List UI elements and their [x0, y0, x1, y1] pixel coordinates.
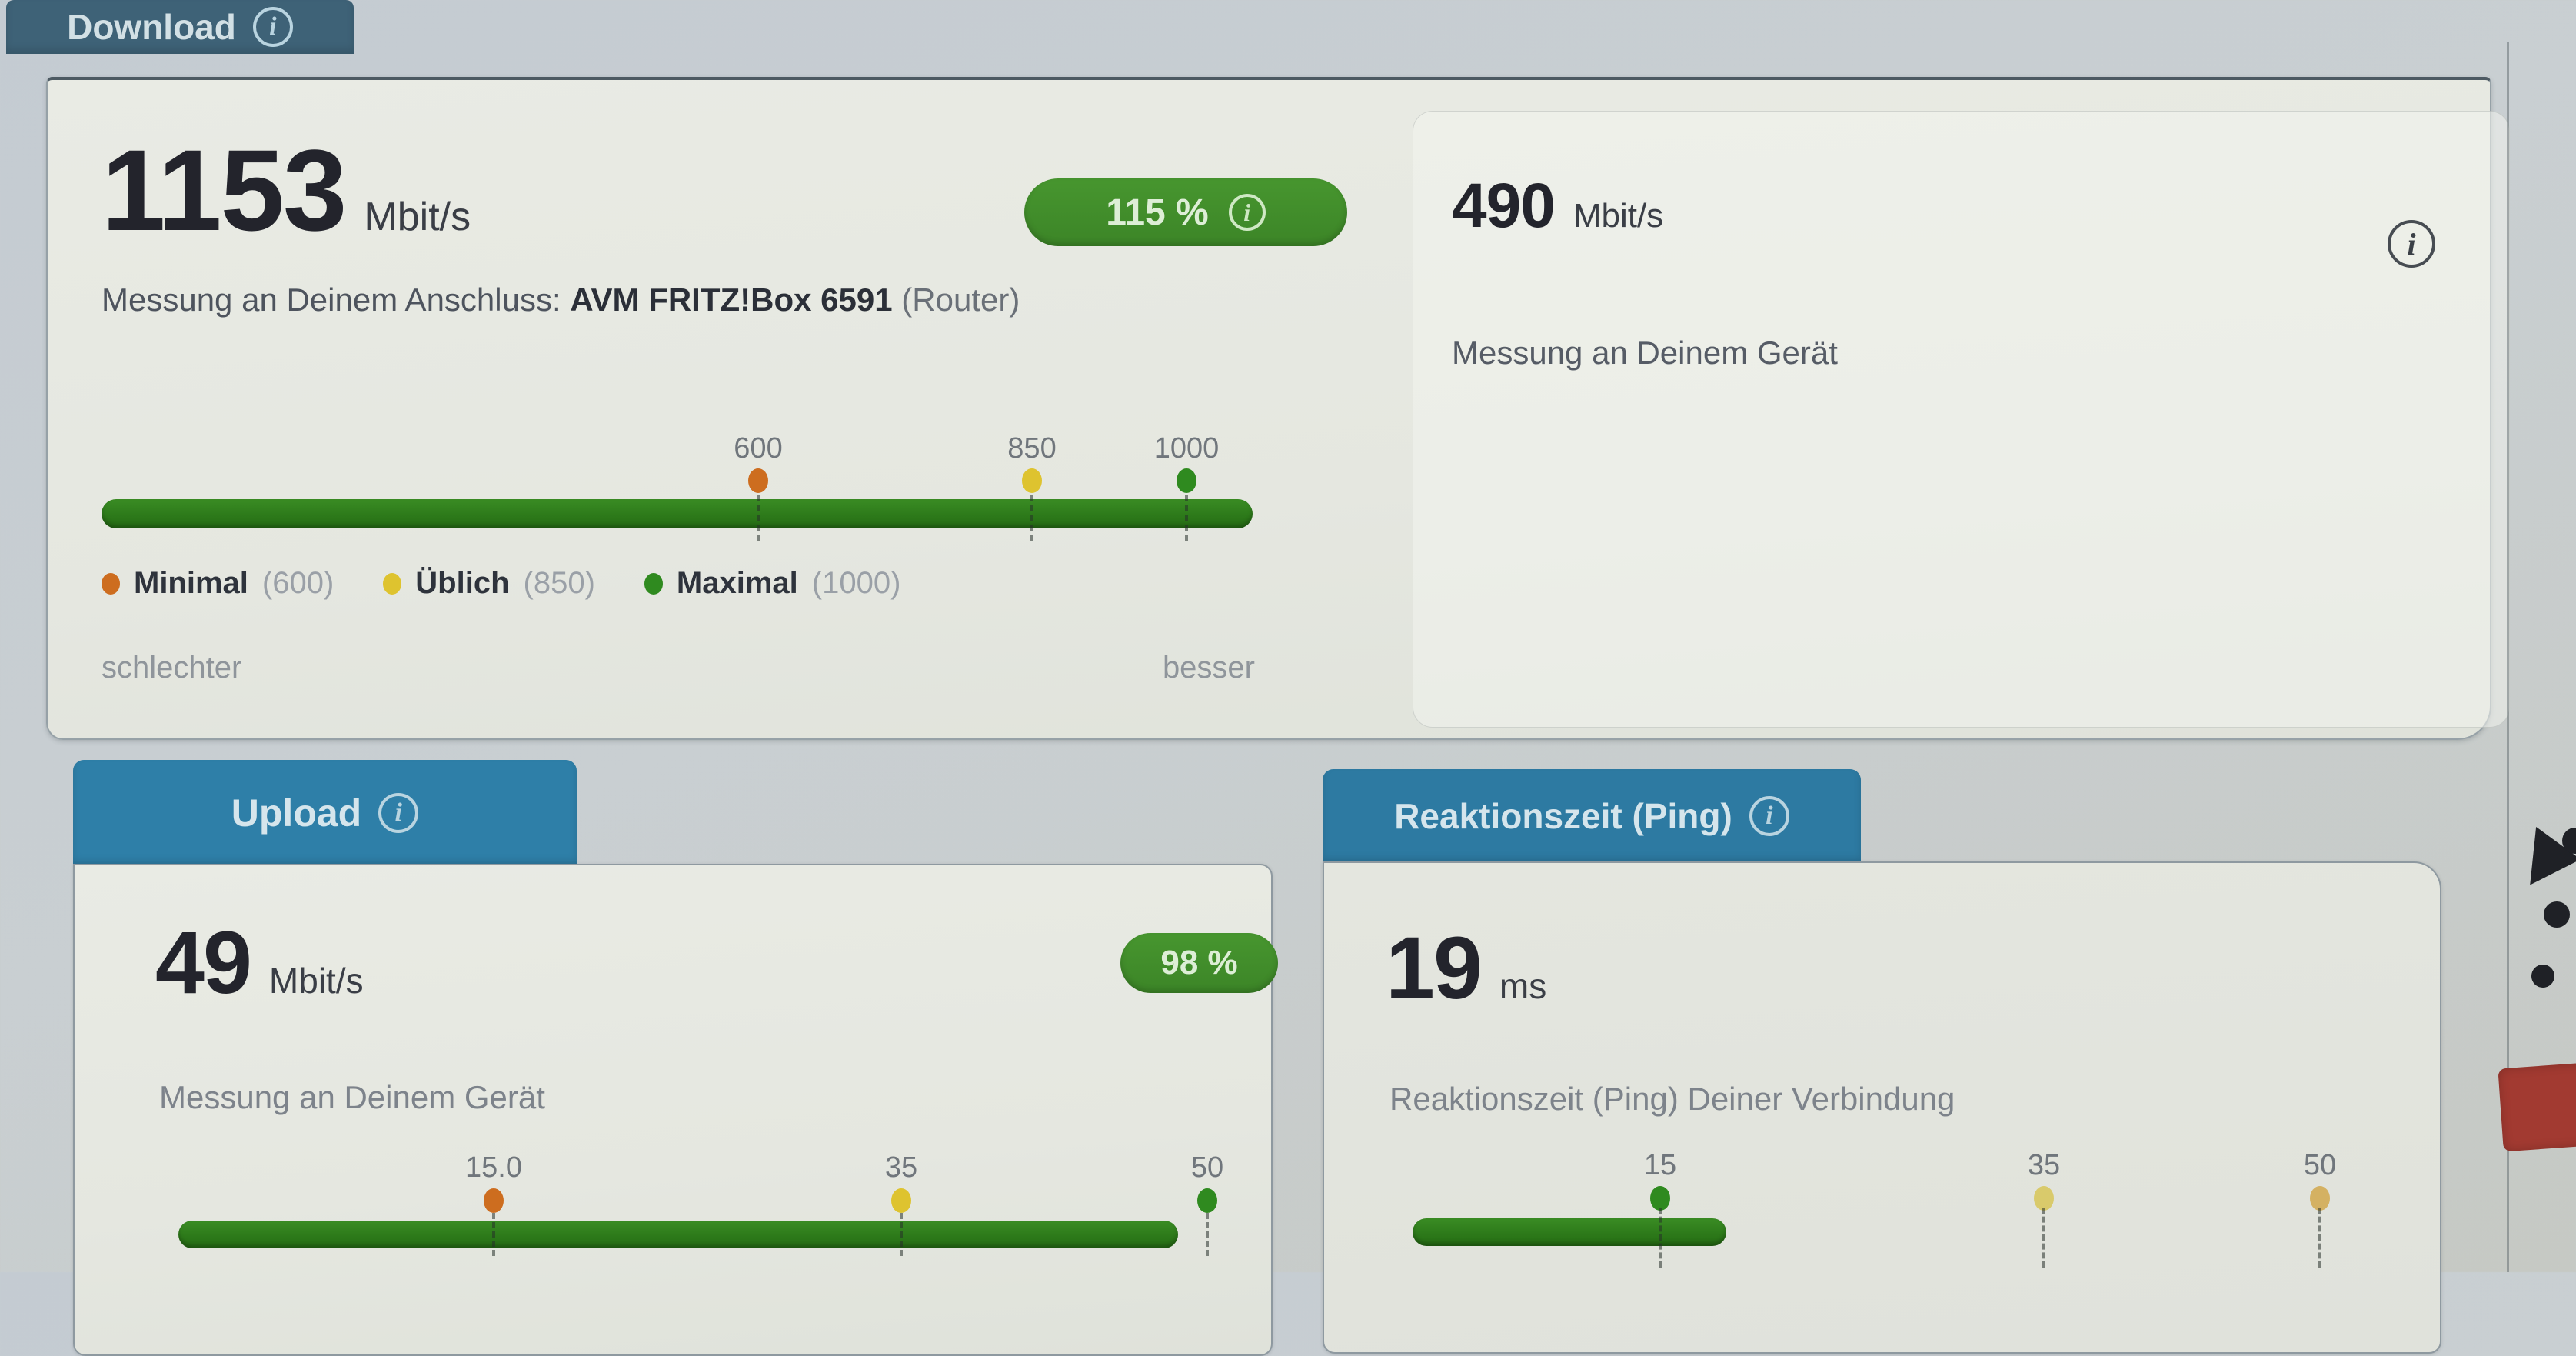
tab-ping[interactable]: Reaktionszeit (Ping) i: [1323, 769, 1861, 863]
window-edge-divider: [2507, 42, 2509, 1272]
dot-decoration: [2544, 901, 2570, 928]
gauge-tick-label: 35: [2027, 1149, 2061, 1181]
tab-upload[interactable]: Upload i: [73, 760, 577, 865]
gauge-tick-label: 15.0: [465, 1151, 522, 1184]
download-value: 1153: [102, 125, 347, 255]
tab-upload-label: Upload: [231, 791, 362, 835]
upload-unit: Mbit/s: [268, 961, 364, 1001]
gauge-marker-dot-maximal: [1177, 468, 1196, 493]
info-icon[interactable]: i: [1749, 796, 1789, 836]
gauge-tick: [2042, 1208, 2045, 1268]
upload-percent-value: 98 %: [1160, 944, 1238, 981]
gauge-tick-label: 50: [1190, 1151, 1224, 1184]
upload-subtitle: Messung an Deinem Gerät: [159, 1079, 545, 1115]
legend-dot-maximal: [644, 572, 663, 595]
router-name: AVM FRITZ!Box 6591: [570, 282, 893, 318]
ping-value-row: 19 ms: [1386, 925, 1546, 1013]
legend-item-ueblich: Üblich (850): [383, 566, 595, 601]
gauge-tick-label: 850: [1007, 432, 1057, 465]
device-subtitle: Messung an Deinem Gerät: [1452, 335, 1838, 371]
tab-download[interactable]: Download i: [6, 0, 354, 54]
tab-download-label: Download: [67, 7, 236, 47]
download-percent-badge: 115 % i: [1024, 178, 1347, 246]
gauge-marker-dot-ueblich: [891, 1188, 911, 1213]
device-value: 490: [1452, 171, 1556, 241]
gauge-marker-dot-mid: [2034, 1186, 2054, 1211]
download-percent-value: 115 %: [1106, 192, 1209, 233]
download-card: 1153 Mbit/s 115 % i Messung an Deinem An…: [46, 77, 2510, 740]
router-suffix: (Router): [901, 282, 1020, 318]
download-subtitle-prefix: Messung an Deinem Anschluss:: [102, 282, 561, 318]
legend-name: Üblich: [415, 566, 510, 600]
info-icon[interactable]: i: [1228, 194, 1266, 231]
info-icon[interactable]: i: [378, 792, 419, 833]
gauge-tick-label: 35: [884, 1151, 918, 1184]
gauge-marker-dot-minimal: [484, 1188, 504, 1213]
gauge-tick: [2318, 1208, 2321, 1268]
upload-percent-badge: 98 %: [1120, 933, 1278, 993]
legend-dot-minimal: [102, 572, 120, 595]
gauge-marker-dot-best: [1650, 1186, 1670, 1211]
gauge-tick-label: 15: [1643, 1149, 1677, 1181]
upload-gauge-bar: [178, 1221, 1178, 1248]
info-icon[interactable]: i: [252, 7, 293, 47]
tab-ping-label: Reaktionszeit (Ping): [1394, 796, 1732, 836]
gauge-hint-worse: schlechter: [102, 651, 242, 685]
gauge-tick: [1030, 495, 1033, 541]
gauge-tick-label: 1000: [1153, 432, 1220, 465]
red-chip-decoration: [2498, 1061, 2576, 1152]
dot-decoration: [2562, 828, 2576, 854]
download-gauge: 600 850 1000 Minimal (600) Üblich (850) …: [48, 80, 2490, 738]
gauge-marker-dot-ueblich: [1022, 468, 1042, 493]
legend-name: Minimal: [134, 566, 248, 600]
dot-decoration: [2531, 965, 2554, 988]
legend-value: (1000): [811, 566, 901, 600]
info-glyph: i: [1766, 801, 1773, 830]
upload-value-row: 49 Mbit/s: [155, 919, 364, 1008]
download-value-row: 1153 Mbit/s: [102, 132, 471, 248]
device-unit: Mbit/s: [1573, 197, 1664, 235]
download-gauge-legend: Minimal (600) Üblich (850) Maximal (1000…: [102, 566, 900, 601]
info-glyph: i: [2407, 226, 2416, 262]
gauge-tick-label: 50: [2303, 1149, 2337, 1181]
info-icon[interactable]: i: [2388, 220, 2435, 268]
gauge-tick: [757, 495, 760, 541]
gauge-tick-label: 600: [734, 432, 783, 465]
download-unit: Mbit/s: [364, 195, 471, 239]
legend-name: Maximal: [676, 566, 798, 600]
ping-gauge: 15 35 50: [1324, 863, 2440, 1352]
device-measurement-panel: 490 Mbit/s Messung an Deinem Gerät: [1413, 111, 2510, 728]
legend-value: (850): [523, 566, 595, 600]
ping-card: 19 ms Reaktionszeit (Ping) Deiner Verbin…: [1323, 861, 2441, 1354]
upload-value: 49: [155, 914, 252, 1012]
gauge-marker-dot-worst: [2310, 1186, 2330, 1211]
ping-gauge-bar: [1413, 1218, 1726, 1246]
ping-subtitle: Reaktionszeit (Ping) Deiner Verbindung: [1390, 1081, 1955, 1117]
legend-item-maximal: Maximal (1000): [644, 566, 900, 601]
gauge-tick: [1185, 495, 1188, 541]
info-glyph: i: [394, 798, 402, 827]
legend-dot-ueblich: [383, 572, 402, 595]
gauge-tick: [900, 1213, 903, 1256]
gauge-hint-better: besser: [1162, 651, 1255, 685]
gauge-tick: [1206, 1213, 1209, 1256]
info-glyph: i: [1243, 198, 1251, 226]
upload-card: 49 Mbit/s 98 % Messung an Deinem Gerät 1…: [73, 864, 1278, 1356]
gauge-tick: [492, 1213, 495, 1256]
upload-gauge: 15.0 35 50: [75, 865, 1271, 1354]
gauge-tick: [1659, 1208, 1662, 1268]
legend-item-minimal: Minimal (600): [102, 566, 334, 601]
gauge-marker-dot-minimal: [748, 468, 768, 493]
ping-value: 19: [1386, 919, 1483, 1018]
legend-value: (600): [261, 566, 334, 600]
download-subtitle: Messung an Deinem Anschluss: AVM FRITZ!B…: [102, 282, 1020, 318]
download-gauge-bar: [102, 499, 1253, 528]
device-value-row: 490 Mbit/s: [1452, 175, 1663, 238]
gauge-marker-dot-maximal: [1197, 1188, 1217, 1213]
ping-unit: ms: [1499, 966, 1547, 1006]
info-glyph: i: [269, 12, 277, 41]
